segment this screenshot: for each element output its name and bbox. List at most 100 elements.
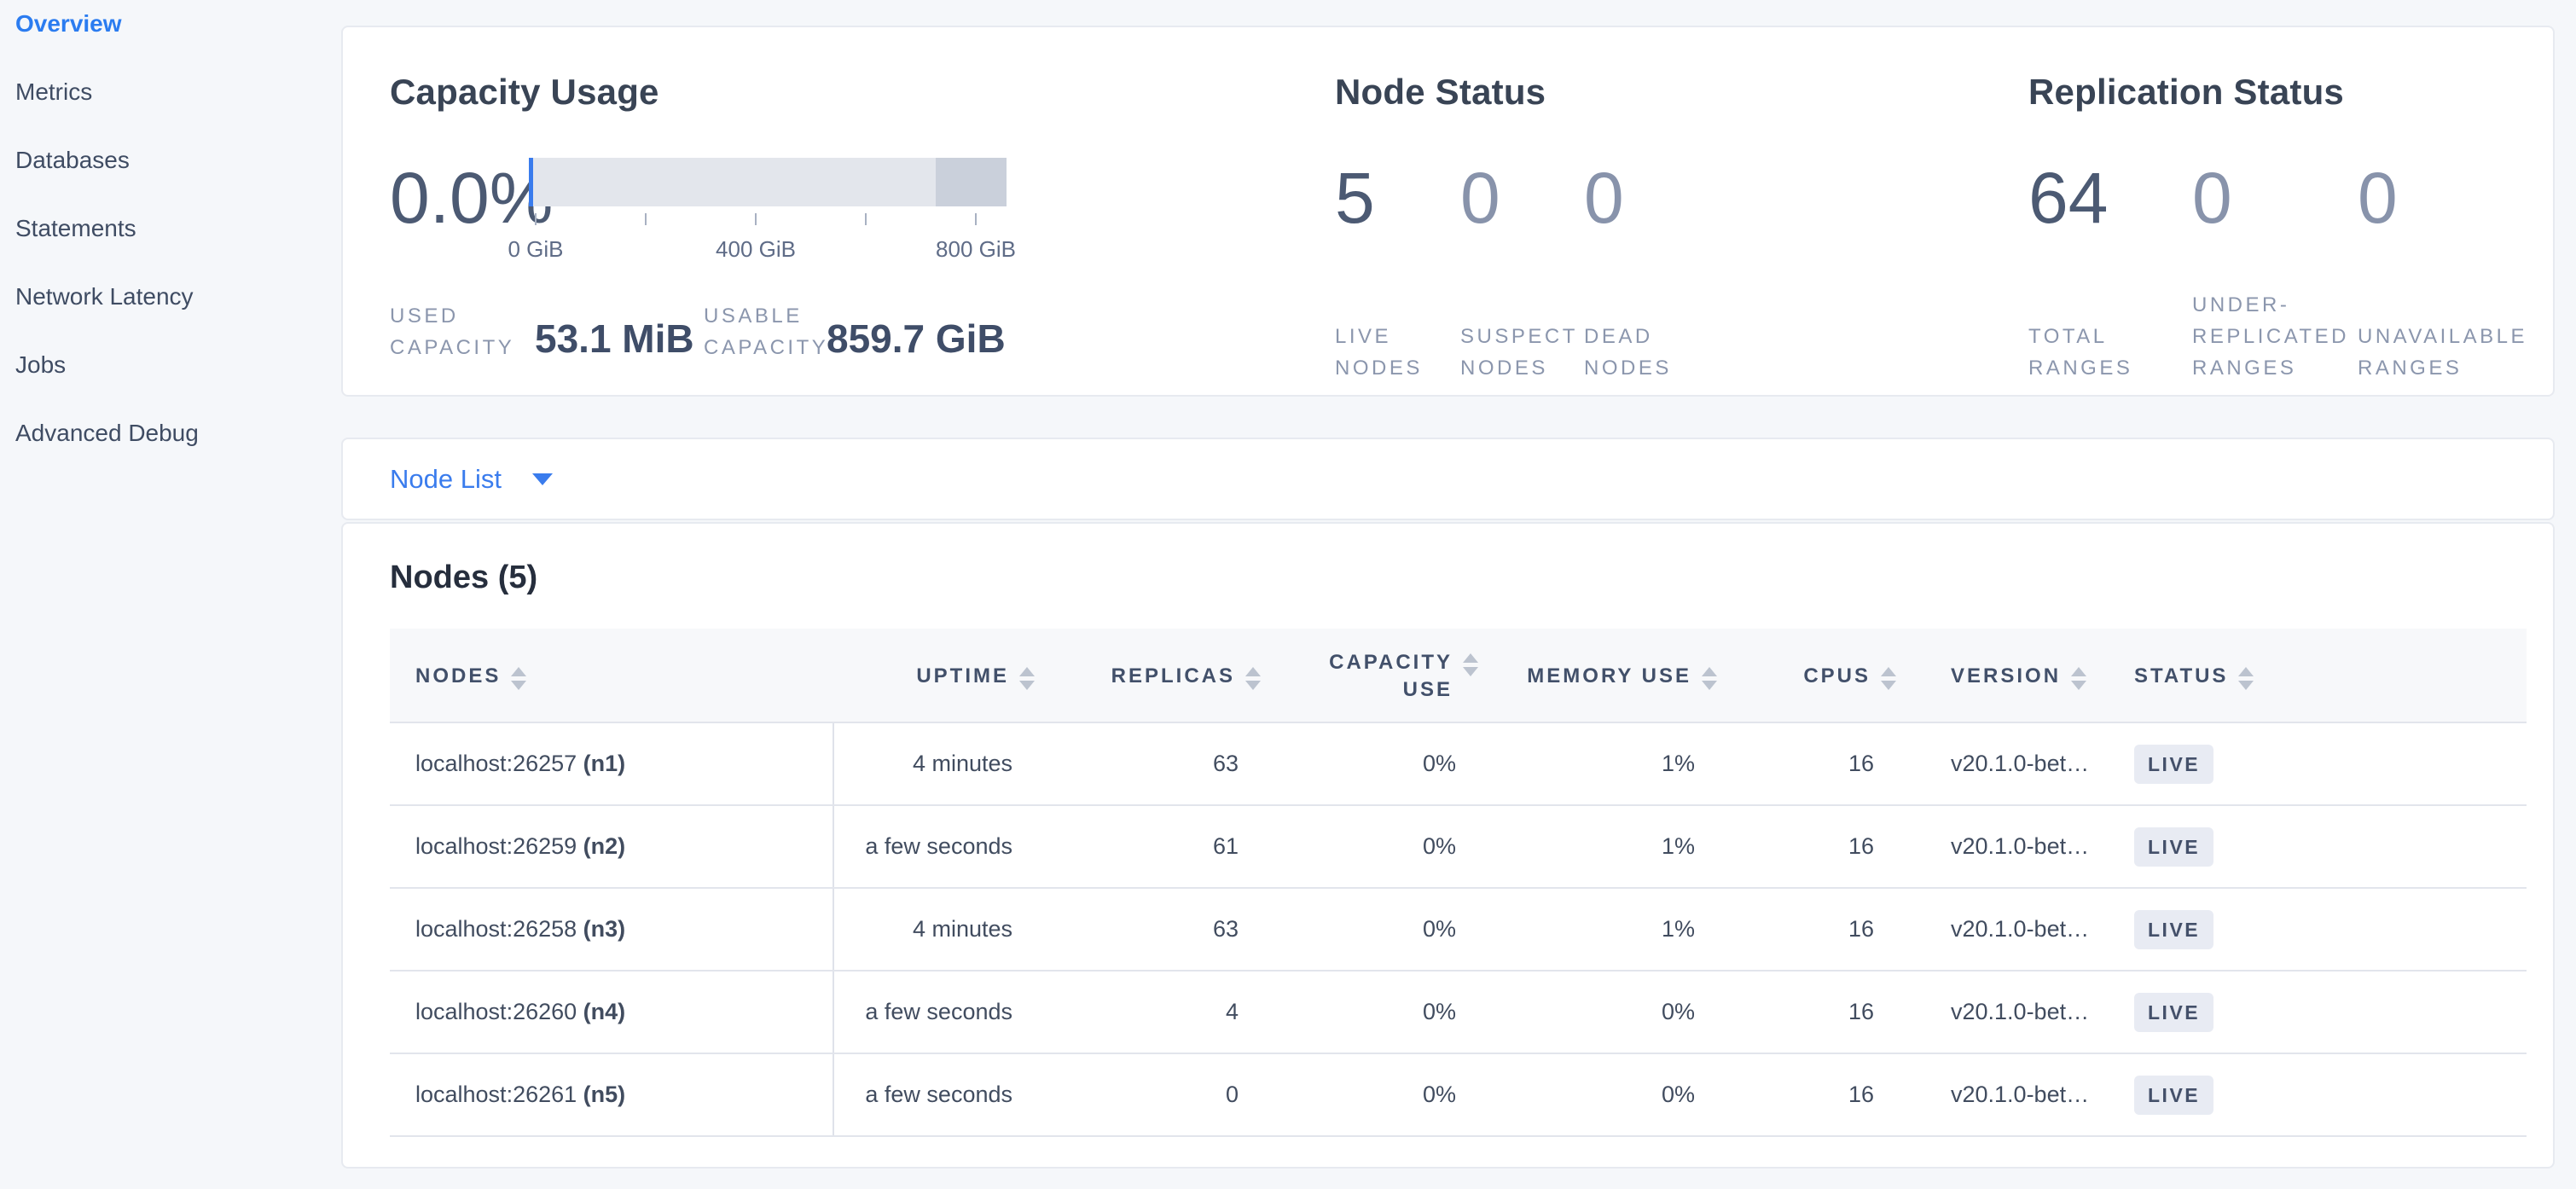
cpus-cell: 16 <box>1712 888 1891 972</box>
capacity-use-cell: 0% <box>1256 888 1473 972</box>
capacity-use-cell: 0% <box>1256 805 1473 889</box>
table-row[interactable]: localhost:26259 (n2) a few seconds 61 0%… <box>390 805 2527 889</box>
under-replicated-ranges-label: UNDER-REPLICATED RANGES <box>2192 293 2349 380</box>
node-id: (n5) <box>583 1082 626 1107</box>
column-header-memory-use[interactable]: MEMORY USE <box>1473 629 1717 723</box>
used-capacity-label: USED CAPACITY <box>390 304 515 359</box>
replicas-cell: 61 <box>1030 805 1256 889</box>
cluster-summary-panel: Capacity Usage 0.0% 0 GiB 400 GiB 800 Gi… <box>341 26 2555 397</box>
axis-label-400: 400 GiB <box>716 236 796 262</box>
node-name-cell[interactable]: localhost:26260 (n4) <box>390 971 834 1054</box>
column-header-capacity-use[interactable]: CAPACITY USE <box>1256 629 1478 723</box>
version-cell: v20.1.0-bet… <box>1891 1053 2109 1137</box>
live-nodes-label: LIVE NODES <box>1335 325 1423 380</box>
column-header-cpus[interactable]: CPUS <box>1712 629 1896 723</box>
status-cell: LIVE <box>2109 722 2527 806</box>
column-header-version[interactable]: VERSION <box>1891 629 2109 723</box>
status-badge: LIVE <box>2134 826 2214 867</box>
sidebar-item-overview[interactable]: Overview <box>15 10 122 37</box>
replicas-cell: 63 <box>1030 722 1256 806</box>
status-cell: LIVE <box>2109 971 2527 1054</box>
nodes-panel: Nodes (5) NODES UPTIME REPLICAS <box>341 522 2555 1169</box>
unavailable-ranges-value: 0 <box>2358 158 2398 238</box>
node-status-title: Node Status <box>1335 72 1546 112</box>
table-row[interactable]: localhost:26257 (n1) 4 minutes 63 0% 1% … <box>390 722 2527 806</box>
used-capacity-value: 53.1 MiB <box>535 316 694 361</box>
memory-use-cell: 0% <box>1473 971 1712 1054</box>
dead-nodes-value: 0 <box>1584 158 1624 238</box>
replication-status-section: Replication Status 64 TOTAL RANGES 0 UND… <box>2023 27 2552 398</box>
capacity-use-cell: 0% <box>1256 722 1473 806</box>
node-name-cell[interactable]: localhost:26261 (n5) <box>390 1053 834 1137</box>
axis-label-800: 800 GiB <box>936 236 1016 262</box>
node-name-cell[interactable]: localhost:26259 (n2) <box>390 805 834 889</box>
uptime-cell: 4 minutes <box>833 722 1030 806</box>
chevron-down-icon <box>531 473 553 485</box>
node-list-selector-panel: Node List <box>341 438 2555 520</box>
sidebar-item-metrics[interactable]: Metrics <box>15 78 93 105</box>
sidebar-item-databases[interactable]: Databases <box>15 147 130 173</box>
column-label: REPLICAS <box>1111 664 1235 687</box>
sort-icon <box>1463 647 1478 676</box>
node-address: localhost:26259 <box>415 833 577 859</box>
column-label: STATUS <box>2134 664 2229 687</box>
uptime-cell: a few seconds <box>833 1053 1030 1137</box>
table-row[interactable]: localhost:26258 (n3) 4 minutes 63 0% 1% … <box>390 888 2527 972</box>
table-row[interactable]: localhost:26261 (n5) a few seconds 0 0% … <box>390 1053 2527 1137</box>
node-name-cell[interactable]: localhost:26257 (n1) <box>390 722 834 806</box>
capacity-usage-title: Capacity Usage <box>390 72 659 112</box>
axis-tick <box>865 213 867 225</box>
status-cell: LIVE <box>2109 805 2527 889</box>
sort-icon <box>1881 661 1896 690</box>
version-cell: v20.1.0-bet… <box>1891 722 2109 806</box>
sidebar: Overview Metrics Databases Statements Ne… <box>0 7 341 484</box>
status-badge: LIVE <box>2134 744 2214 784</box>
node-list-dropdown[interactable]: Node List <box>343 439 2553 519</box>
memory-use-cell: 1% <box>1473 722 1712 806</box>
capacity-bar-used-segment <box>529 158 533 206</box>
uptime-cell: a few seconds <box>833 805 1030 889</box>
node-status-section: Node Status 5 LIVE NODES 0 SUSPECT NODES… <box>1332 27 1981 398</box>
sidebar-item-network-latency[interactable]: Network Latency <box>15 283 194 310</box>
replicas-cell: 63 <box>1030 888 1256 972</box>
memory-use-cell: 1% <box>1473 888 1712 972</box>
sidebar-item-statements[interactable]: Statements <box>15 215 136 241</box>
sort-icon <box>1019 661 1035 690</box>
capacity-bar-reserved-segment <box>936 158 1007 206</box>
version-cell: v20.1.0-bet… <box>1891 888 2109 972</box>
status-badge: LIVE <box>2134 909 2214 949</box>
sidebar-item-jobs[interactable]: Jobs <box>15 351 67 378</box>
capacity-use-cell: 0% <box>1256 1053 1473 1137</box>
column-header-replicas[interactable]: REPLICAS <box>1030 629 1261 723</box>
under-replicated-ranges-value: 0 <box>2192 158 2232 238</box>
column-label: VERSION <box>1951 664 2062 687</box>
table-row[interactable]: localhost:26260 (n4) a few seconds 4 0% … <box>390 971 2527 1054</box>
capacity-bar-chart <box>529 158 1007 206</box>
table-header-row: NODES UPTIME REPLICAS CAPACITY USE MEMOR… <box>390 629 2527 723</box>
version-cell: v20.1.0-bet… <box>1891 805 2109 889</box>
nodes-table: NODES UPTIME REPLICAS CAPACITY USE MEMOR… <box>390 629 2527 1137</box>
nodes-section-title: Nodes (5) <box>390 560 538 595</box>
cpus-cell: 16 <box>1712 971 1891 1054</box>
status-badge: LIVE <box>2134 1075 2214 1115</box>
node-id: (n1) <box>583 751 626 776</box>
column-header-uptime[interactable]: UPTIME <box>833 629 1035 723</box>
column-header-status[interactable]: STATUS <box>2109 629 2527 723</box>
cpus-cell: 16 <box>1712 722 1891 806</box>
node-id: (n4) <box>583 999 626 1024</box>
status-badge: LIVE <box>2134 992 2214 1032</box>
status-cell: LIVE <box>2109 1053 2527 1137</box>
column-header-nodes[interactable]: NODES <box>390 629 833 723</box>
sort-icon <box>2238 661 2254 690</box>
sort-icon <box>511 661 527 690</box>
sidebar-item-advanced-debug[interactable]: Advanced Debug <box>15 420 199 446</box>
sort-icon <box>1702 661 1717 690</box>
suspect-nodes-label: SUSPECT NODES <box>1460 325 1578 380</box>
node-name-cell[interactable]: localhost:26258 (n3) <box>390 888 834 972</box>
column-label: UPTIME <box>916 664 1009 687</box>
memory-use-cell: 1% <box>1473 805 1712 889</box>
dead-nodes-label: DEAD NODES <box>1584 325 1672 380</box>
node-list-dropdown-label: Node List <box>390 463 502 494</box>
version-cell: v20.1.0-bet… <box>1891 971 2109 1054</box>
